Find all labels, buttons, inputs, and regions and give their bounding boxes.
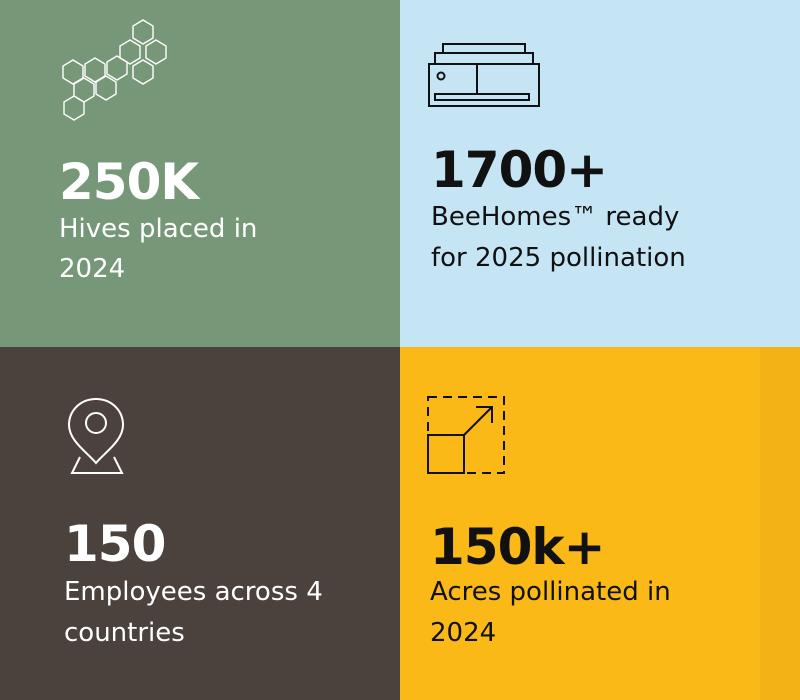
location-pin-icon <box>64 395 128 475</box>
edge-stripe <box>760 347 800 700</box>
stat-description-line2: for 2025 pollination <box>431 243 686 273</box>
stat-description-line2: 2024 <box>59 254 126 284</box>
stat-description-line1: BeeHomes™ ready <box>431 202 680 232</box>
stat-tile-employees: 150 Employees across 4 countries <box>0 347 400 700</box>
stat-value: 250K <box>59 153 199 211</box>
stat-tile-acres: 150k+ Acres pollinated in 2024 <box>400 347 800 700</box>
stat-value: 150k+ <box>430 518 606 576</box>
stat-description-line1: Hives placed in <box>59 214 258 244</box>
stat-tile-beehomes: 1700+ BeeHomes™ ready for 2025 pollinati… <box>400 0 800 347</box>
stat-description-line1: Employees across 4 <box>64 577 323 607</box>
honeycomb-icon <box>60 18 170 123</box>
stat-value: 1700+ <box>431 141 608 199</box>
expand-area-icon <box>426 395 506 475</box>
stat-value: 150 <box>64 515 166 573</box>
stat-description-line2: 2024 <box>430 618 497 648</box>
beehive-box-icon <box>427 42 541 108</box>
stat-description-line1: Acres pollinated in <box>430 577 671 607</box>
stat-tile-hives: 250K Hives placed in 2024 <box>0 0 400 347</box>
stat-description-line2: countries <box>64 618 185 648</box>
